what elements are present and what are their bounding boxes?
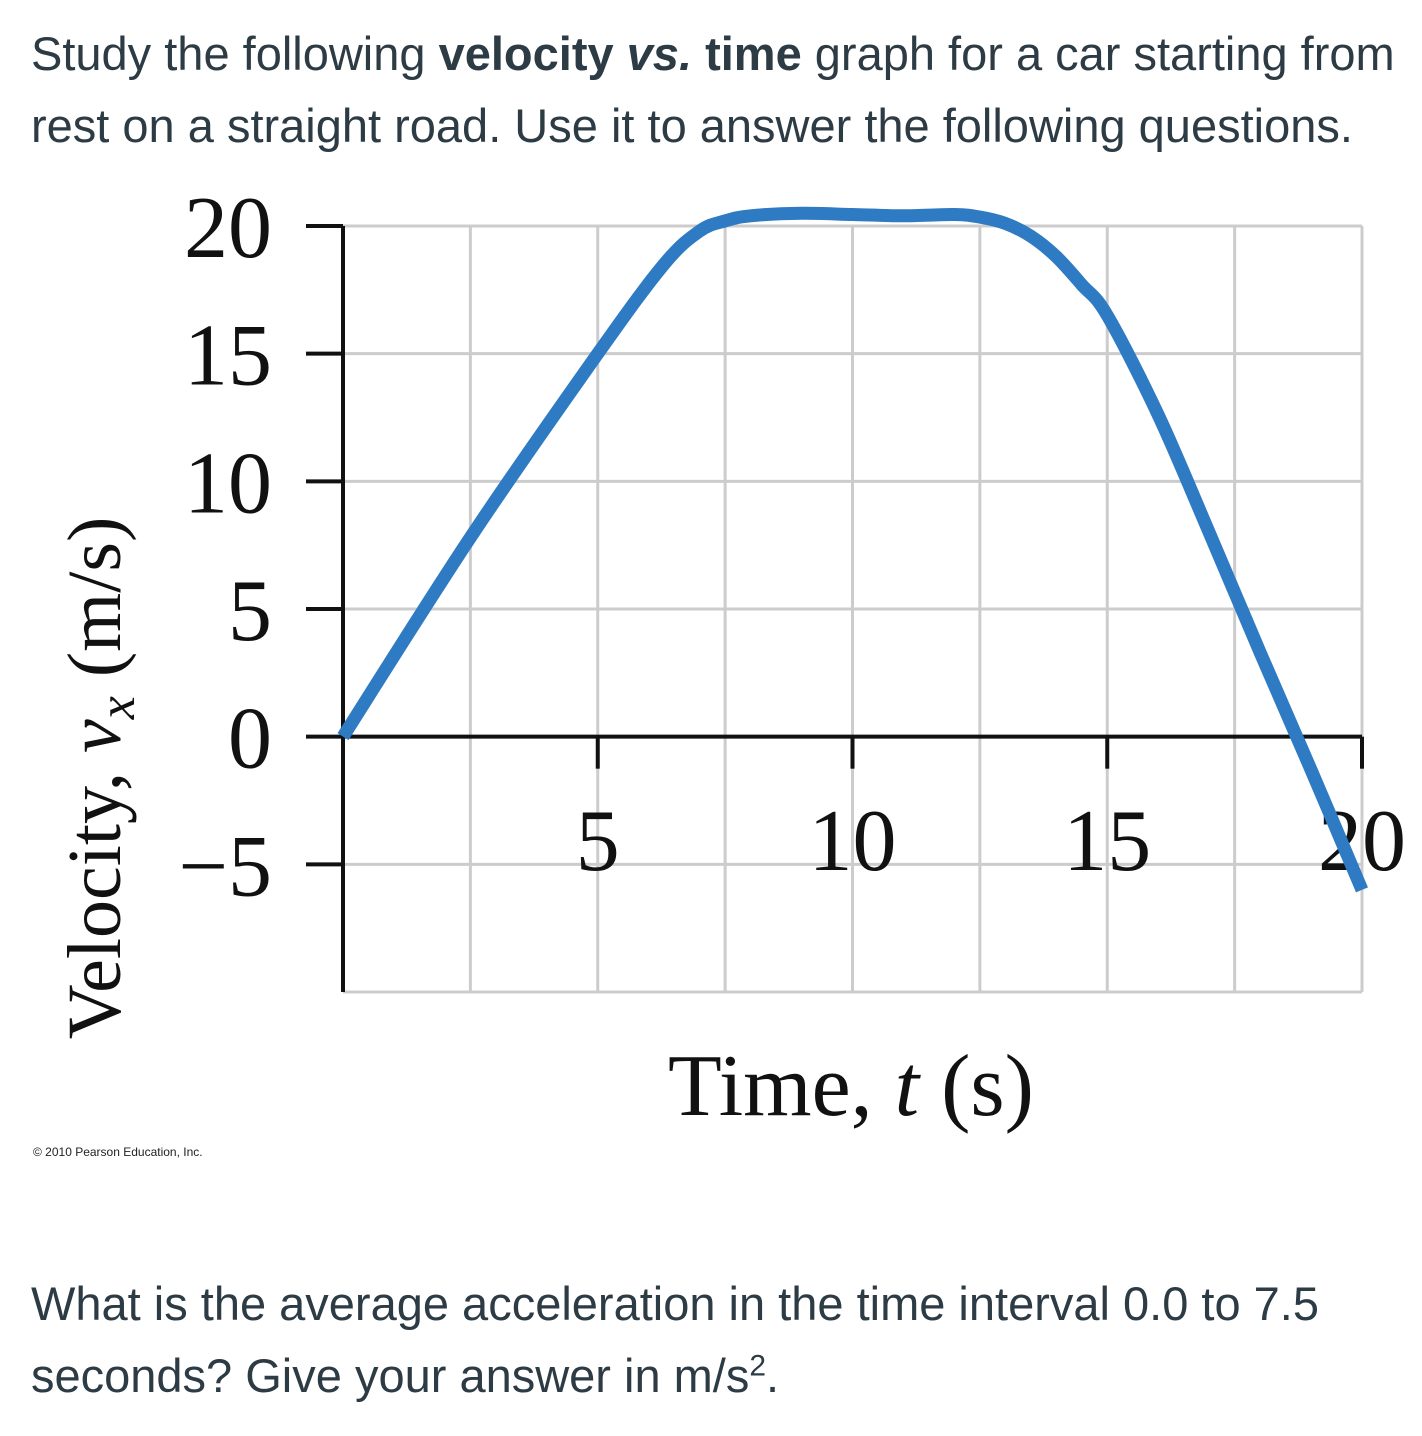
series xyxy=(337,206,1368,893)
x-tick-label: 5 xyxy=(576,793,620,890)
question-exponent: 2 xyxy=(749,1349,767,1383)
y-tick-label: 5 xyxy=(228,563,272,660)
y-tick-label: −5 xyxy=(178,818,272,915)
prompt-text: Study the following velocity vs. time gr… xyxy=(31,18,1401,162)
x-tick-label: 10 xyxy=(809,793,897,890)
question-suffix: . xyxy=(766,1349,780,1402)
question-body: What is the average acceleration in the … xyxy=(31,1277,1319,1402)
question-text: What is the average acceleration in the … xyxy=(31,1268,1381,1412)
y-tick-label: 10 xyxy=(184,435,272,532)
prompt-bold-vs: vs. xyxy=(626,27,693,80)
copyright-notice: © 2010 Pearson Education, Inc. xyxy=(33,1145,203,1159)
y-tick-label: 15 xyxy=(184,308,272,405)
prompt-intro: Study the following xyxy=(31,27,439,80)
prompt-bold-velocity: velocity xyxy=(438,27,627,80)
velocity-series-line xyxy=(337,206,1368,893)
prompt-rest: graph for a car starting from rest on a … xyxy=(31,27,1395,152)
y-axis-label: Velocity, vx (m/s) xyxy=(53,517,146,1040)
y-tick-label: 0 xyxy=(228,691,272,788)
y-tick-label: 20 xyxy=(184,180,272,277)
prompt-bold-time: time xyxy=(692,27,802,80)
x-tick-label: 15 xyxy=(1063,793,1151,890)
x-axis-label: Time, t (s) xyxy=(668,1038,1034,1135)
ticks xyxy=(306,224,1364,867)
